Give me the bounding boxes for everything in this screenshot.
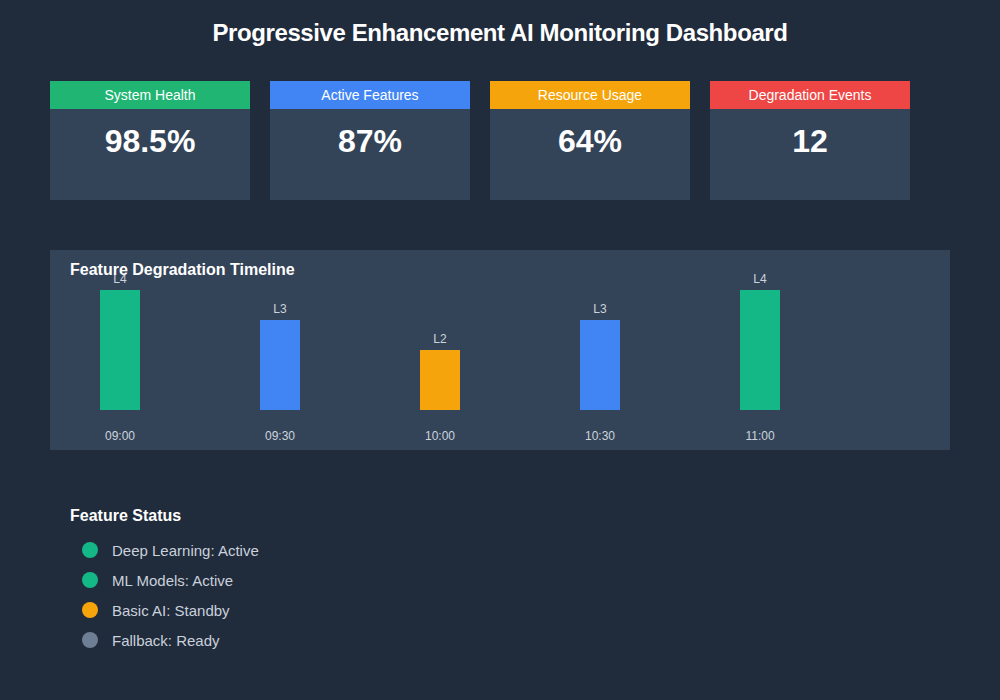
- bar-level-label: L3: [240, 302, 320, 316]
- feature-status-list: Deep Learning: Active ML Models: Active Ba…: [70, 535, 570, 655]
- status-item-basic-ai: Basic AI: Standby: [70, 595, 570, 625]
- status-item-deep-learning: Deep Learning: Active: [70, 535, 570, 565]
- stat-card-active-features: Active Features87%: [270, 81, 470, 200]
- timeline-bar-09-00: [100, 290, 140, 410]
- timeline-chart: L409:00L309:30L210:00L310:30L411:00: [50, 250, 950, 450]
- status-dot-icon: [82, 572, 98, 588]
- x-axis-tick-label: 11:00: [720, 429, 800, 443]
- status-item-fallback: Fallback: Ready: [70, 625, 570, 655]
- status-item-label: Deep Learning: Active: [112, 542, 259, 559]
- status-dot-icon: [82, 602, 98, 618]
- timeline-bar-10-30: [580, 320, 620, 410]
- stat-card-value: 12: [710, 109, 910, 160]
- timeline-panel: Feature Degradation Timeline L4 09:00 L3 09…: [50, 250, 950, 450]
- status-item-label: Basic AI: Standby: [112, 602, 230, 619]
- stat-card-header: Active Features: [270, 81, 470, 109]
- timeline-bar-10-00: [420, 350, 460, 410]
- bar-level-label: L4: [720, 272, 800, 286]
- stat-card-value: 98.5%: [50, 109, 250, 160]
- timeline-bar-09-30: [260, 320, 300, 410]
- stat-card-header: System Health: [50, 81, 250, 109]
- x-axis-tick-label: 09:30: [240, 429, 320, 443]
- timeline-bar-11-00: [740, 290, 780, 410]
- x-axis-tick-label: 10:30: [560, 429, 640, 443]
- timeline-title: Feature Degradation Timeline: [70, 261, 295, 279]
- bar-level-label: L3: [560, 302, 640, 316]
- status-item-ml-models: ML Models: Active: [70, 565, 570, 595]
- stat-card-value: 64%: [490, 109, 690, 160]
- status-dot-icon: [82, 632, 98, 648]
- stat-card-header: Degradation Events: [710, 81, 910, 109]
- feature-status-section: Feature Status Deep Learning: Active ML M…: [70, 500, 570, 655]
- status-item-label: Fallback: Ready: [112, 632, 220, 649]
- stat-card-header: Resource Usage: [490, 81, 690, 109]
- stat-card-value: 87%: [270, 109, 470, 160]
- stat-card-system-health: System Health98.5%: [50, 81, 250, 200]
- page-title: Progressive Enhancement AI Monitoring Da…: [0, 19, 1000, 47]
- x-axis-tick-label: 09:00: [80, 429, 160, 443]
- stat-card-resource-usage: Resource Usage64%: [490, 81, 690, 200]
- feature-status-title: Feature Status: [70, 500, 570, 525]
- stat-card-degradation-events: Degradation Events12: [710, 81, 910, 200]
- stat-cards-row: System Health98.5%Active Features87%Reso…: [50, 81, 910, 200]
- status-item-label: ML Models: Active: [112, 572, 233, 589]
- x-axis-tick-label: 10:00: [400, 429, 480, 443]
- dashboard-page: Progressive Enhancement AI Monitoring Da…: [0, 0, 1000, 700]
- bar-level-label: L2: [400, 332, 480, 346]
- status-dot-icon: [82, 542, 98, 558]
